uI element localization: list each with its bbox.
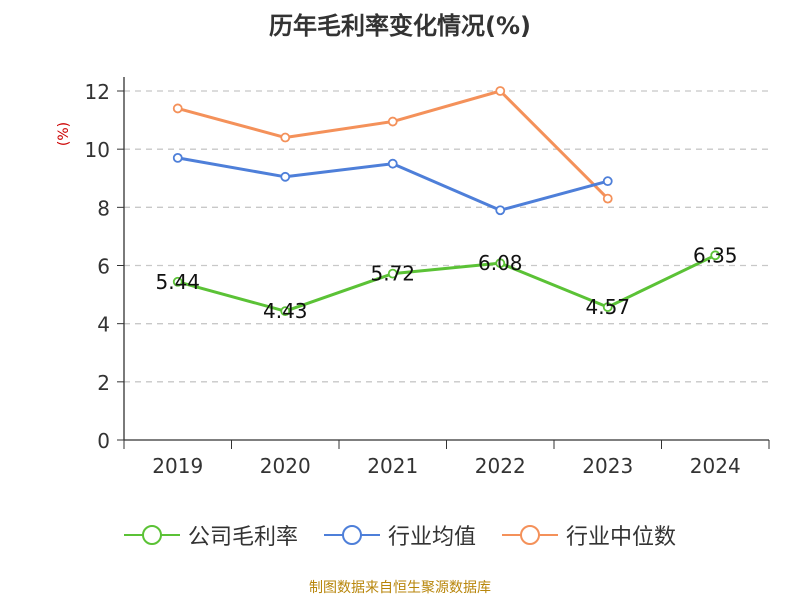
data-point: [280, 132, 291, 143]
data-point: [280, 306, 291, 317]
chart-title: 历年毛利率变化情况(%): [269, 12, 531, 40]
x-tick-label: 2023: [582, 454, 633, 478]
series-line-0: [177, 253, 716, 313]
legend-label-industry-mean: 行业均值: [387, 525, 476, 550]
y-tick-label: 6: [97, 255, 110, 279]
x-tick-label: 2024: [690, 454, 741, 478]
data-point: [495, 258, 506, 269]
legend-marker-industry-median: [502, 525, 558, 545]
data-point: [387, 268, 398, 279]
data-point: [710, 250, 721, 261]
x-tick-label: 2020: [260, 454, 311, 478]
series-lines: [172, 86, 721, 317]
data-point: [280, 171, 291, 182]
data-label: 6.35: [693, 243, 738, 267]
legend-label-industry-median: 行业中位数: [566, 525, 677, 550]
data-point: [172, 152, 183, 163]
source-note: 制图数据来自恒生聚源数据库: [309, 580, 491, 596]
data-label: 5.44: [155, 270, 200, 294]
data-point: [602, 176, 613, 187]
legend-label-company: 公司毛利率: [187, 525, 298, 550]
y-tick-label: 12: [85, 80, 110, 104]
legend-item-industry-median[interactable]: 行业中位数: [502, 519, 676, 551]
y-tick-label: 10: [85, 138, 110, 162]
legend-item-industry-mean[interactable]: 行业均值: [323, 519, 476, 551]
data-point: [602, 302, 613, 312]
legend-marker-company: [123, 525, 180, 545]
data-point: [495, 86, 506, 96]
x-tick-label: 2021: [367, 454, 418, 478]
data-point: [172, 103, 183, 114]
data-point: [602, 193, 613, 204]
grid-lines: [124, 90, 769, 383]
y-tick-label: 8: [97, 196, 110, 220]
y-tick-label: 4: [97, 313, 110, 337]
data-label: 4.43: [263, 299, 308, 323]
x-tick-label: 2019: [152, 454, 203, 478]
data-point: [387, 116, 398, 127]
data-labels: 5.44 4.43 5.72 6.08 4.57 6.35: [155, 243, 737, 323]
data-point: [387, 158, 398, 169]
data-label: 4.57: [585, 295, 630, 319]
legend: 公司毛利率 行业均值 行业中位数: [0, 519, 800, 551]
data-point: [495, 205, 506, 216]
data-label: 5.72: [370, 262, 415, 286]
series-line-2: [177, 89, 609, 200]
axes: 0 2 4 6 8 10 12 2019 2020 2021 2022 2023 2024: [85, 77, 770, 478]
y-tick-label: 0: [97, 429, 110, 453]
data-point: [172, 276, 183, 287]
legend-item-company[interactable]: 公司毛利率: [123, 519, 298, 551]
x-tick-label: 2022: [475, 454, 526, 478]
y-tick-label: 2: [97, 371, 110, 395]
legend-marker-industry-mean: [323, 525, 380, 545]
data-label: 6.08: [478, 251, 523, 275]
